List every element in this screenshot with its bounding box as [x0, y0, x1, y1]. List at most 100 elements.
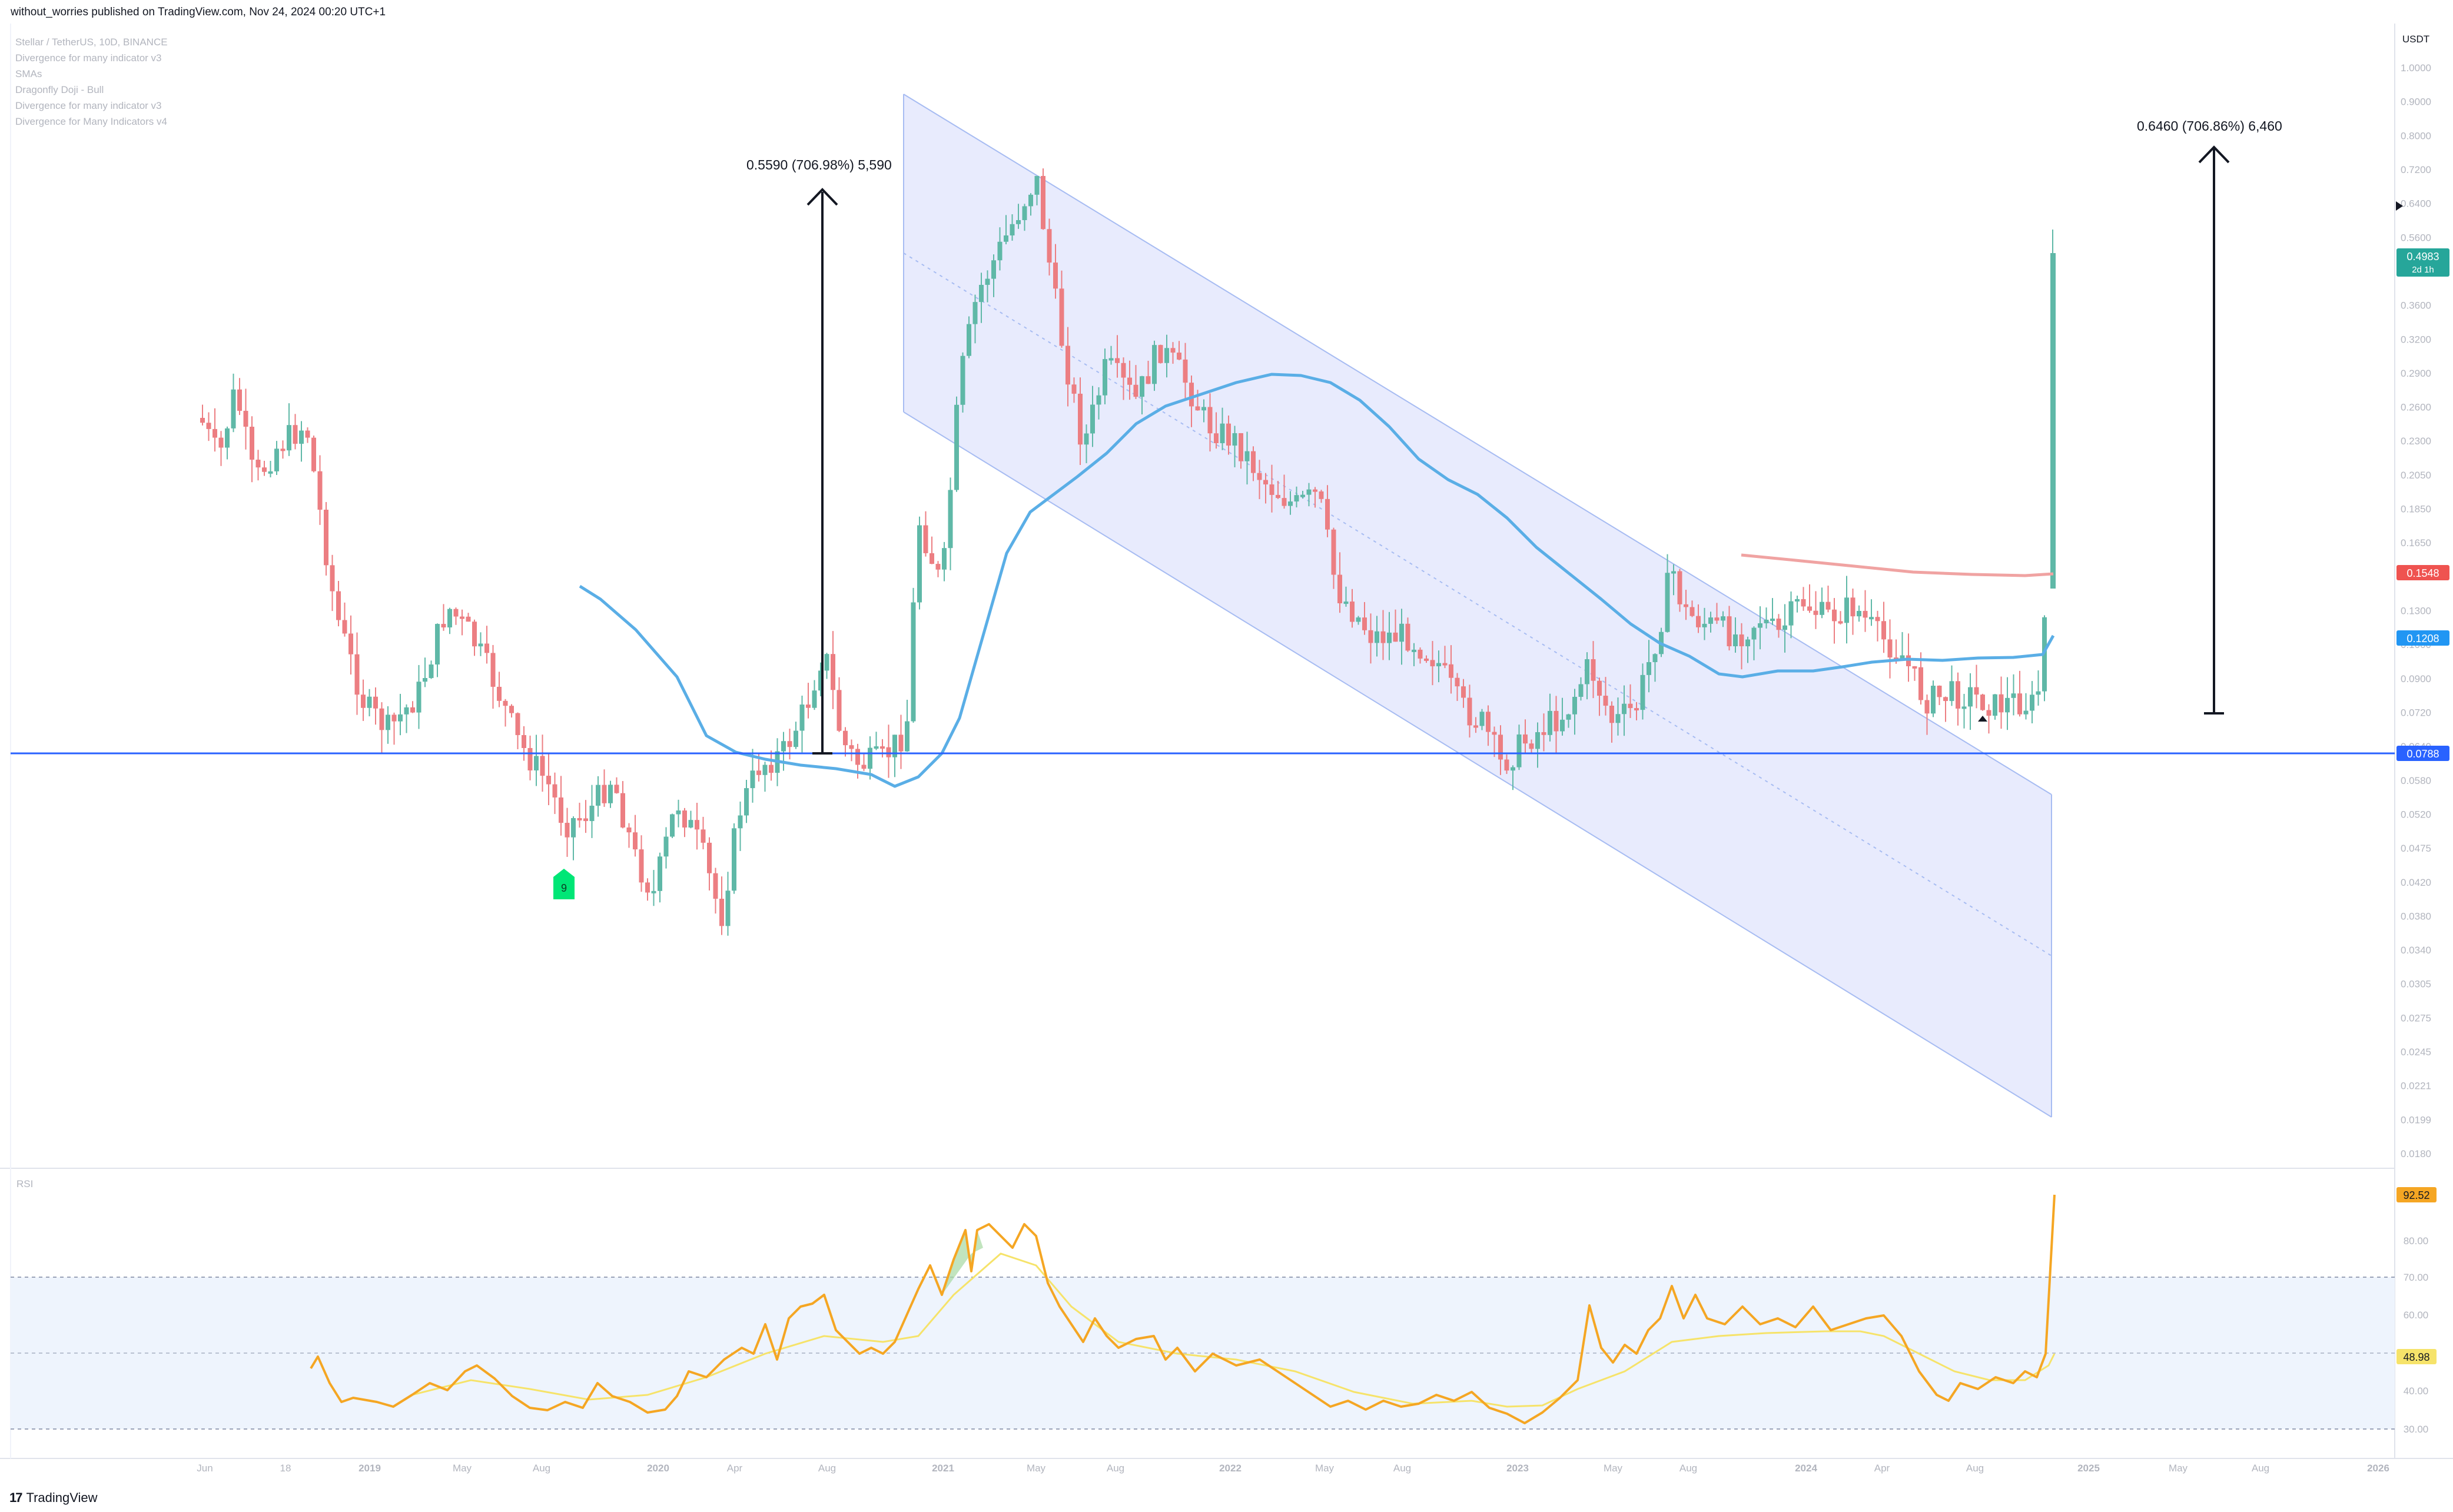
legend-indicator[interactable]: Divergence for Many Indicators v4	[15, 116, 167, 127]
candle	[367, 696, 372, 708]
candle	[1788, 601, 1794, 626]
candle	[546, 776, 551, 785]
time-tick-label: Apr	[727, 1463, 743, 1474]
ma200-price-tag[interactable]: 0.1548	[2396, 565, 2449, 580]
candle	[1758, 623, 1762, 628]
candle	[1578, 684, 1584, 697]
candle	[1739, 634, 1744, 647]
price-tick-label: 0.0275	[2401, 1012, 2431, 1023]
candle	[1103, 359, 1107, 396]
candle	[1399, 623, 1404, 642]
candle	[1486, 712, 1491, 732]
candle	[1548, 710, 1552, 735]
measure-arrow-2[interactable]: 0.6460 (706.86%) 6,460	[2137, 118, 2282, 715]
price-tick-label: 0.0340	[2401, 945, 2431, 956]
rsi-value-tag[interactable]: 92.52	[2396, 1187, 2437, 1202]
candle	[460, 616, 464, 619]
candle	[725, 890, 731, 926]
candle	[639, 849, 644, 883]
candle	[305, 430, 310, 438]
candle	[868, 747, 872, 769]
legend-indicator[interactable]: SMAs	[15, 68, 42, 79]
time-tick-label: Aug	[1966, 1463, 1984, 1474]
candle	[1825, 602, 1831, 610]
candle	[280, 448, 286, 451]
candle	[707, 842, 712, 873]
rsi-tick-label: 70.00	[2404, 1272, 2429, 1283]
candle	[1059, 288, 1064, 346]
candle	[732, 828, 736, 891]
candle	[695, 820, 699, 830]
candle	[1343, 602, 1349, 604]
candle	[1375, 631, 1379, 643]
rsi-line[interactable]	[310, 1194, 2056, 1424]
legend-indicator[interactable]: Divergence for many indicator v3	[15, 100, 162, 111]
price-tick-label: 0.2050	[2401, 470, 2431, 481]
candle	[2036, 691, 2041, 695]
footer-branding[interactable]: 17 TradingView	[9, 1490, 98, 1506]
measure-arrow-1[interactable]: 0.5590 (706.98%) 5,590	[746, 157, 892, 755]
candle	[441, 624, 446, 628]
support-price-tag[interactable]: 0.0788	[2396, 746, 2449, 761]
candle	[1313, 489, 1317, 492]
candle	[1943, 697, 1948, 702]
candle	[1028, 194, 1033, 207]
time-tick-label: 2022	[1219, 1463, 1242, 1474]
candle	[1968, 687, 1973, 707]
currency-label: USDT	[2402, 34, 2429, 45]
scroll-arrow-icon[interactable]	[2396, 201, 2403, 211]
candle	[713, 873, 718, 899]
candle	[781, 741, 786, 752]
sma-price-tag[interactable]: 0.1208	[2396, 630, 2449, 646]
price-tick-label: 0.0221	[2401, 1081, 2431, 1092]
candle	[1702, 623, 1707, 627]
candle	[336, 591, 341, 620]
descending-channel[interactable]	[904, 94, 2052, 1117]
candle	[1276, 494, 1280, 499]
svg-text:0.1208: 0.1208	[2406, 633, 2439, 644]
candle	[985, 278, 990, 285]
rsi-ma-line[interactable]	[411, 1252, 2056, 1408]
candle	[1986, 710, 1991, 716]
legend-indicator[interactable]: Divergence for many indicator v3	[15, 52, 162, 64]
candle	[1269, 484, 1274, 495]
candle	[1857, 610, 1861, 617]
time-tick-label: Jun	[197, 1463, 213, 1474]
candle	[1257, 473, 1262, 480]
legend-symbol[interactable]: Stellar / TetherUS, 10D, BINANCE	[15, 36, 168, 48]
price-tick-label: 0.5600	[2401, 232, 2431, 243]
candle	[1133, 384, 1138, 397]
channel-upper-line[interactable]	[903, 94, 2052, 795]
candle	[602, 785, 607, 803]
candle	[1554, 710, 1559, 732]
candle	[861, 765, 867, 769]
candle	[1900, 655, 1905, 659]
candle	[997, 241, 1003, 261]
last-price-tag[interactable]: 0.4983 2d 1h	[2396, 248, 2449, 277]
candle	[837, 690, 842, 731]
bull-signal-marker[interactable]: 9	[553, 869, 575, 899]
channel-lower-line[interactable]	[903, 411, 2052, 1118]
candle	[1140, 376, 1144, 397]
candle	[762, 765, 768, 775]
sma-line[interactable]	[579, 373, 2055, 788]
candle	[1479, 712, 1485, 726]
candle	[1127, 377, 1132, 385]
candle	[1226, 423, 1231, 446]
candle	[1387, 632, 1392, 643]
rsi-pane-title[interactable]: RSI	[16, 1178, 34, 1189]
rsi-ma-value-tag[interactable]: 48.98	[2396, 1349, 2437, 1364]
legend-indicator[interactable]: Dragonfly Doji - Bull	[15, 84, 104, 95]
candle	[1164, 348, 1169, 363]
candle	[404, 707, 409, 715]
candle	[1640, 674, 1645, 710]
price-tick-label: 0.0900	[2401, 673, 2431, 684]
candle	[398, 714, 403, 722]
candle	[317, 471, 323, 510]
sma-200-line[interactable]	[1741, 553, 2054, 577]
candle	[1585, 659, 1589, 684]
candle	[1108, 358, 1114, 361]
candle	[1016, 220, 1021, 224]
